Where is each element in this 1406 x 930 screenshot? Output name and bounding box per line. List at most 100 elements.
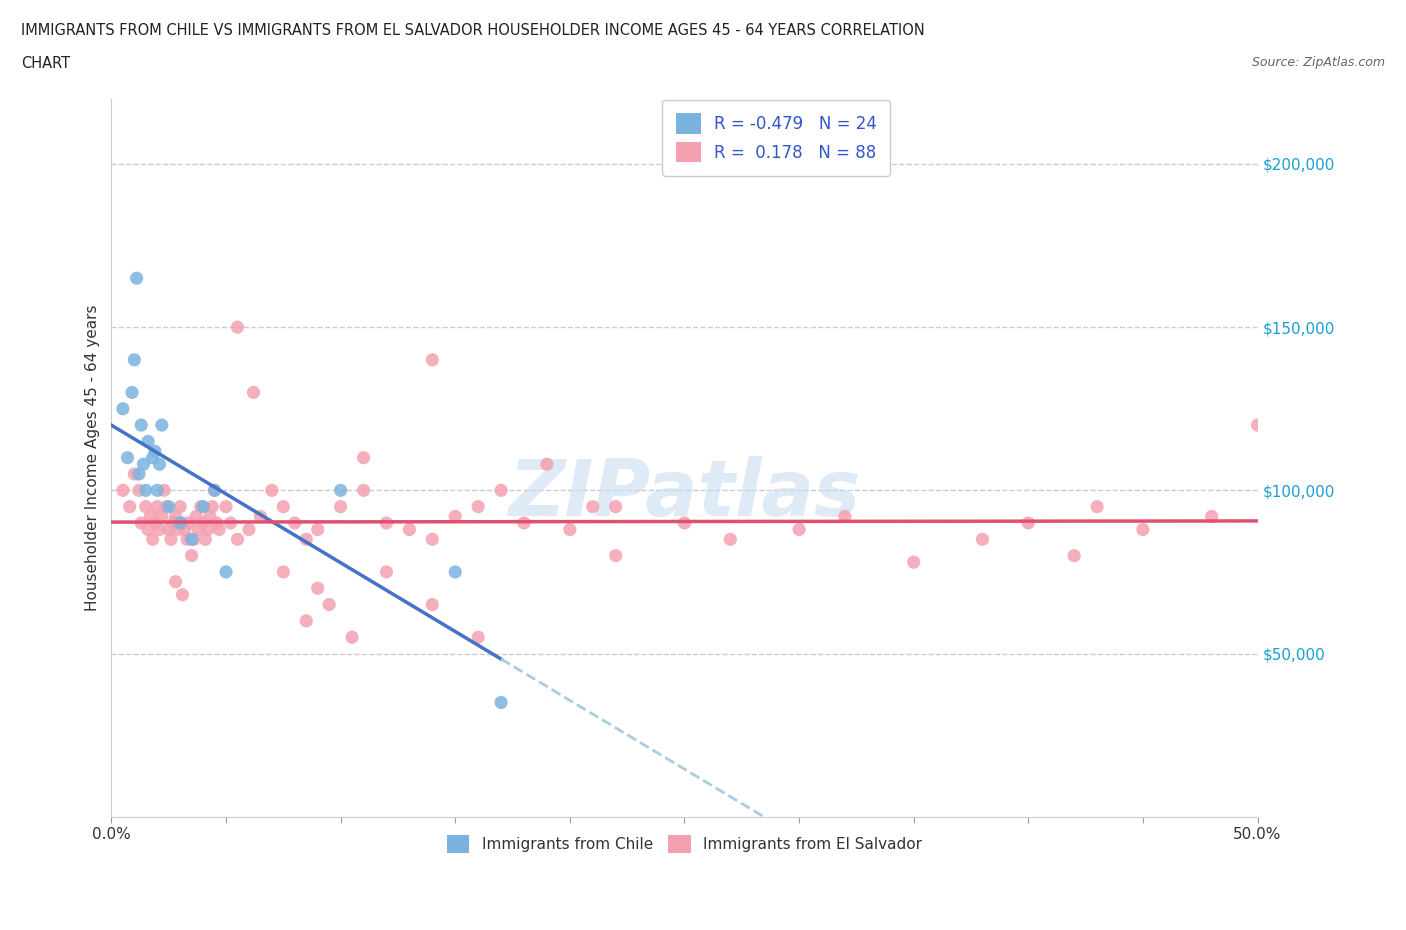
Point [179,515,201,530]
Point [172,588,194,603]
Point [142,450,165,465]
Point [197,522,219,537]
Point [558,522,581,537]
Point [673,515,696,530]
Point [420,597,443,612]
Point [318,597,340,612]
Point [273,565,295,579]
Point [204,483,226,498]
Point [238,522,260,537]
Point [180,548,202,563]
Point [136,434,159,449]
Point [162,515,184,530]
Point [284,515,307,530]
Point [117,450,139,465]
Point [242,385,264,400]
Point [118,499,141,514]
Point [295,532,318,547]
Point [249,509,271,524]
Point [420,532,443,547]
Point [191,515,214,530]
Point [160,532,183,547]
Point [1132,522,1154,537]
Point [148,457,170,472]
Point [124,467,146,482]
Point [1085,499,1108,514]
Text: ZIPatlas: ZIPatlas [509,456,860,532]
Point [176,532,198,547]
Point [467,630,489,644]
Point [142,532,165,547]
Point [165,509,187,524]
Point [187,522,209,537]
Text: Source: ZipAtlas.com: Source: ZipAtlas.com [1251,56,1385,69]
Point [205,515,228,530]
Point [1063,548,1085,563]
Point [444,509,467,524]
Point [157,499,180,514]
Point [329,483,352,498]
Point [169,499,191,514]
Point [132,457,155,472]
Point [201,499,224,514]
Point [972,532,994,547]
Point [125,271,148,286]
Point [273,499,295,514]
Point [226,532,249,547]
Point [1201,509,1223,524]
Point [582,499,605,514]
Point [340,630,363,644]
Point [183,532,205,547]
Legend: Immigrants from Chile, Immigrants from El Salvador: Immigrants from Chile, Immigrants from E… [440,829,928,859]
Point [128,483,150,498]
Point [295,614,318,629]
Point [180,532,202,547]
Point [146,499,169,514]
Point [139,509,162,524]
Point [215,499,238,514]
Point [398,522,420,537]
Point [190,499,212,514]
Point [536,457,558,472]
Point [208,522,231,537]
Point [128,467,150,482]
Point [136,522,159,537]
Point [153,483,176,498]
Point [420,352,443,367]
Point [329,499,352,514]
Point [204,483,226,498]
Point [121,385,143,400]
Point [787,522,810,537]
Point [198,509,221,524]
Point [172,515,194,530]
Point [165,575,187,590]
Point [124,352,146,367]
Point [155,499,177,514]
Point [148,522,170,537]
Point [111,483,134,498]
Point [718,532,741,547]
Point [135,483,157,498]
Point [903,554,925,569]
Point [353,450,375,465]
Point [1246,418,1268,432]
Point [375,565,398,579]
Text: IMMIGRANTS FROM CHILE VS IMMIGRANTS FROM EL SALVADOR HOUSEHOLDER INCOME AGES 45 : IMMIGRANTS FROM CHILE VS IMMIGRANTS FROM… [21,23,925,38]
Point [353,483,375,498]
Point [513,515,536,530]
Point [219,515,242,530]
Point [605,499,627,514]
Point [150,509,173,524]
Point [157,522,180,537]
Point [489,483,512,498]
Point [226,320,249,335]
Point [834,509,856,524]
Point [150,418,173,432]
Point [307,522,329,537]
Text: CHART: CHART [21,56,70,71]
Point [194,532,217,547]
Point [375,515,398,530]
Point [129,418,152,432]
Point [467,499,489,514]
Point [143,444,166,458]
